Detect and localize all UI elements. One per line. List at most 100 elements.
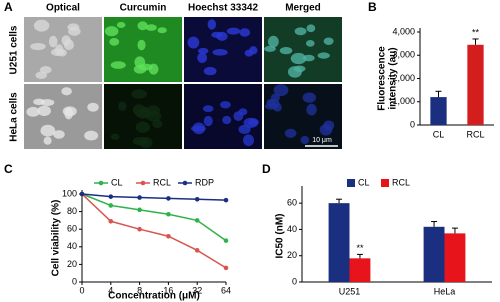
bar: [444, 233, 466, 282]
x-tick-label: U251: [339, 286, 361, 296]
y-tick-label: 20: [67, 259, 77, 269]
cell: [300, 135, 310, 145]
cell: [39, 66, 52, 74]
cell: [192, 122, 206, 135]
cell: [135, 121, 150, 133]
legend-marker: [182, 180, 188, 186]
cell: [26, 106, 40, 117]
cell: [226, 27, 241, 35]
row-label: HeLa cells: [9, 92, 20, 142]
legend-marker: [98, 180, 104, 186]
cell: [131, 89, 147, 99]
row-label: U251 cells: [9, 25, 20, 74]
point: [108, 194, 114, 199]
cell: [323, 120, 335, 131]
y-axis-label: Cell viability (%): [51, 200, 62, 277]
cell: [305, 39, 315, 47]
point: [137, 226, 142, 232]
cell: [40, 99, 55, 106]
cell: [152, 119, 163, 128]
x-tick-label: 32: [192, 285, 202, 295]
panel-label: A: [4, 0, 13, 14]
annotation: **: [472, 27, 480, 37]
point: [79, 191, 85, 197]
legend-label: CL: [358, 177, 370, 187]
y-axis-label: intensity (au): [388, 47, 399, 109]
annotation: **: [356, 243, 364, 253]
x-tick-label: 64: [221, 285, 231, 295]
x-tick-label: 4: [108, 285, 113, 295]
point: [166, 211, 171, 217]
cell: [43, 136, 52, 145]
y-tick-label: 40: [287, 224, 297, 234]
cell: [68, 26, 81, 36]
line: [81, 193, 227, 269]
cell: [61, 35, 71, 46]
cell: [137, 39, 146, 51]
bar: [328, 203, 350, 282]
y-tick-label: 40: [67, 241, 77, 251]
y-tick-label: 20: [287, 250, 297, 260]
cell: [248, 118, 259, 127]
panel-label: D: [262, 162, 271, 176]
point: [223, 238, 229, 243]
panel-label: B: [368, 0, 377, 14]
cell: [270, 93, 280, 102]
cell: [197, 47, 209, 55]
cell: [267, 35, 279, 48]
point: [194, 218, 200, 223]
cell: [84, 130, 99, 141]
point: [108, 218, 114, 224]
y-tick-label: 60: [67, 224, 77, 234]
cell: [211, 31, 223, 38]
cell: [238, 108, 248, 116]
cell: [212, 49, 228, 56]
bar: [467, 44, 484, 125]
column-label: Curcumin: [120, 3, 167, 14]
cell: [222, 115, 232, 125]
line: [81, 193, 227, 201]
bar: [349, 258, 371, 282]
cell: [197, 52, 208, 64]
y-tick-label: 0: [292, 276, 297, 286]
cell: [135, 108, 151, 119]
cell: [284, 128, 297, 138]
point: [223, 197, 229, 203]
cell: [37, 105, 51, 117]
point: [194, 196, 200, 202]
legend-label: RCL: [153, 177, 171, 187]
cell: [48, 35, 58, 48]
cell: [302, 92, 317, 103]
x-tick-label: 16: [163, 285, 173, 295]
cell: [50, 48, 65, 57]
cell: [110, 133, 120, 140]
cell: [273, 84, 289, 97]
cell: [64, 107, 74, 120]
cell: [203, 66, 217, 76]
y-axis-label: Fluorescence: [377, 46, 388, 111]
x-tick-label: 8: [137, 285, 142, 295]
cell: [323, 37, 334, 45]
cell: [187, 36, 200, 49]
x-tick-label: CL: [433, 129, 445, 139]
cell: [293, 65, 306, 73]
y-tick-label: 100: [62, 188, 77, 198]
cell: [139, 136, 153, 148]
cell: [294, 27, 307, 36]
x-tick-label: HeLa: [434, 286, 456, 296]
cell: [306, 103, 317, 116]
cell: [306, 24, 316, 33]
cell: [238, 124, 251, 134]
micrograph: [264, 17, 342, 82]
cell: [110, 61, 126, 69]
cell: [264, 45, 276, 52]
column-label: Optical: [46, 3, 80, 14]
cell: [87, 102, 99, 112]
legend-label: CL: [111, 177, 123, 187]
line: [81, 193, 227, 242]
column-label: Merged: [285, 3, 321, 14]
cell: [33, 19, 50, 32]
y-tick-label: 60: [287, 198, 297, 208]
point: [166, 196, 171, 201]
